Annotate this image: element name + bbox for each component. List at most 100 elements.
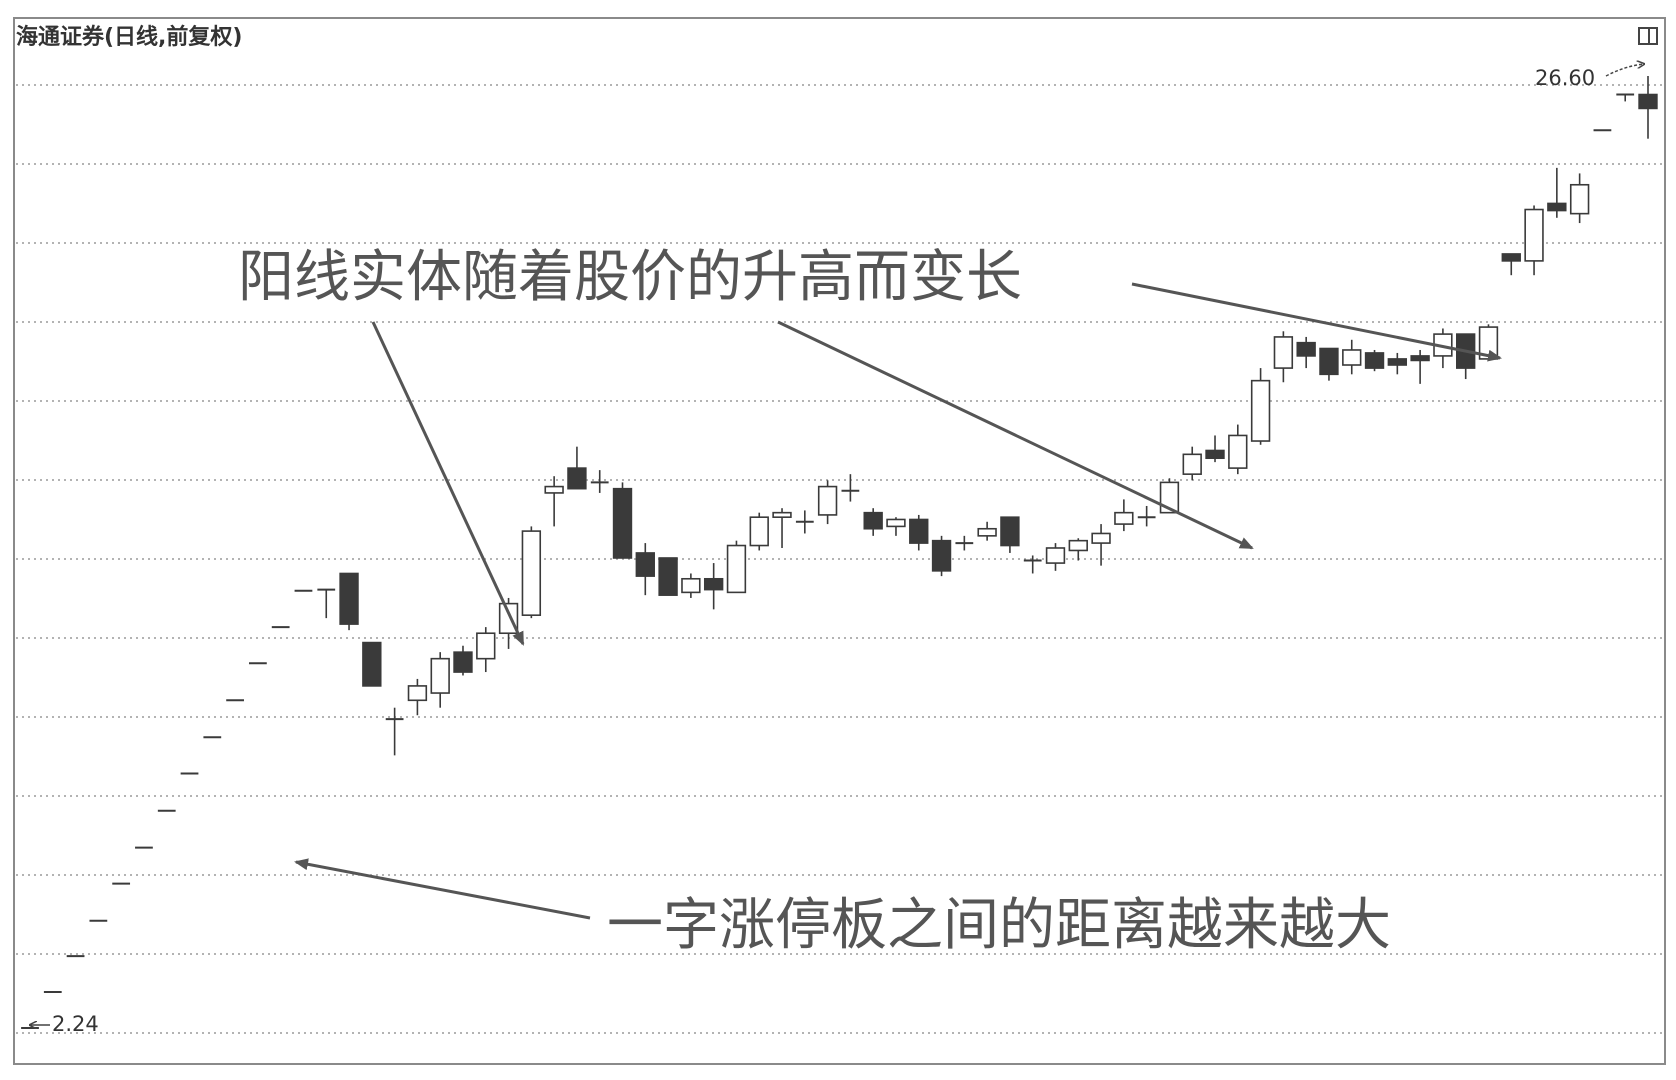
candle	[453, 645, 473, 676]
candle	[567, 446, 587, 490]
candle-body	[544, 485, 564, 494]
candle-body	[339, 572, 359, 625]
candle-body	[1569, 183, 1590, 215]
candle	[703, 563, 724, 610]
candle-body	[1501, 253, 1521, 262]
annotation-bottom: 一字涨停板之间的距离越来越大	[607, 893, 1391, 958]
candle	[1342, 339, 1362, 375]
candle	[886, 517, 906, 536]
candle	[1501, 253, 1521, 276]
candle-body	[407, 685, 428, 702]
arrow-to-mid-rally	[777, 320, 1254, 550]
candle-body	[1273, 336, 1294, 369]
candle	[681, 573, 701, 598]
candle-body	[521, 530, 542, 616]
candle	[362, 641, 382, 687]
low-price-label: 2.24	[52, 1012, 99, 1036]
candle	[317, 588, 336, 619]
candle-body	[1182, 453, 1202, 475]
candle	[1114, 499, 1134, 532]
candle-body	[1547, 202, 1567, 212]
candle	[749, 512, 769, 551]
annotation-top: 阳线实体随着股价的升高而变长	[238, 245, 1022, 310]
candle-body	[1228, 434, 1248, 469]
candle	[772, 508, 792, 548]
candle-body	[1342, 349, 1362, 366]
candle	[521, 526, 542, 619]
candle	[1547, 167, 1567, 218]
candle	[1569, 173, 1590, 224]
candle-body	[362, 641, 382, 687]
candle	[795, 510, 814, 534]
candle	[1524, 205, 1544, 276]
candle-body	[886, 518, 906, 528]
candle	[955, 535, 974, 551]
candle-body	[1250, 379, 1271, 442]
candle-body	[703, 577, 724, 591]
arrow-to-early-rally	[371, 321, 525, 646]
candle-body	[681, 577, 701, 594]
candle	[841, 474, 860, 502]
candle	[544, 476, 564, 527]
candle-body	[977, 527, 997, 537]
candle	[1638, 76, 1658, 139]
candle-body	[430, 657, 450, 694]
candle	[817, 480, 838, 525]
candle-body	[817, 485, 838, 516]
candle	[1387, 352, 1408, 375]
candle-body	[1319, 347, 1339, 376]
plot-frame	[13, 17, 1666, 1065]
candle-body	[726, 544, 747, 594]
candle-body	[567, 467, 587, 490]
arrow-to-late-rally	[1131, 282, 1502, 362]
candle	[385, 707, 404, 756]
candle-body	[635, 552, 655, 577]
candle-body	[909, 518, 929, 544]
candle-series	[21, 76, 1658, 1029]
candle-body	[1045, 547, 1066, 564]
candle	[1182, 446, 1202, 481]
candle-body	[1296, 341, 1316, 357]
candle	[863, 508, 883, 536]
candle-body	[1364, 352, 1385, 369]
grid-lines	[16, 84, 1663, 1034]
candle	[1456, 333, 1476, 380]
candle	[1068, 538, 1088, 561]
candle-body	[772, 511, 792, 518]
candle	[1616, 93, 1635, 102]
candle	[977, 521, 997, 541]
candle	[931, 535, 952, 577]
restore-panel-icon[interactable]	[1638, 27, 1658, 45]
candle-body	[1387, 358, 1408, 366]
arrow-to-limit-up-gap	[294, 858, 591, 920]
candle-body	[1205, 449, 1225, 460]
candle-body	[1091, 532, 1111, 544]
candle	[612, 482, 633, 559]
candle	[1137, 505, 1156, 527]
candle	[1250, 368, 1271, 445]
candle	[1091, 524, 1111, 566]
high-price-pointer	[1605, 64, 1644, 77]
candle	[476, 627, 496, 673]
candle-body	[1524, 208, 1544, 262]
candle	[1364, 349, 1385, 372]
candle-body	[1068, 539, 1088, 552]
candle-body	[931, 539, 952, 572]
candle	[1410, 349, 1430, 384]
candle	[1000, 516, 1020, 553]
candle-body	[1410, 355, 1430, 362]
candle	[909, 514, 929, 551]
candle	[1296, 336, 1316, 369]
candle-body	[658, 557, 678, 596]
candle-body	[453, 651, 473, 673]
annotation-arrows	[294, 282, 1502, 920]
candle	[1023, 555, 1042, 574]
candle	[339, 572, 359, 631]
candle-body	[863, 511, 883, 530]
candle-body	[476, 632, 496, 660]
candle	[1045, 543, 1066, 571]
candle	[1228, 424, 1248, 475]
candle	[1319, 347, 1339, 381]
